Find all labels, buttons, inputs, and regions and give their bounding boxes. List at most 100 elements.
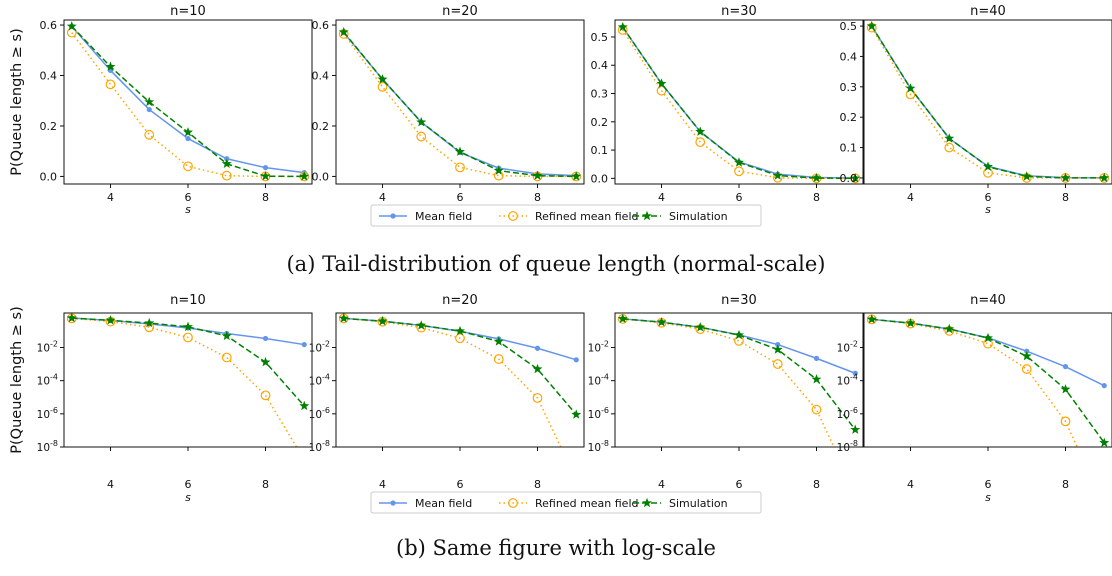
point-refined-mean-field [455,333,465,344]
point-simulation [221,330,232,341]
point-simulation [944,323,955,334]
y-tick-label: 10-6 [37,406,58,421]
point-refined-mean-field [811,404,822,415]
legend-box [370,491,762,514]
legend-label-refined-mean-field: Refined mean field [535,210,639,223]
series-line-refined-mean-field [871,27,1105,179]
series-line-simulation [622,26,856,180]
point-simulation [416,320,427,330]
point-refined-mean-field [772,359,783,369]
point-simulation [1099,172,1110,183]
legend-box [370,204,762,227]
panel-n20: n=20468s0.00.20.40.6 [312,4,585,216]
point-simulation [66,21,77,31]
point-mean-field [262,335,269,342]
point-mean-field [185,135,191,142]
legend-label-simulation: Simulation [669,210,728,223]
point-simulation [1021,350,1032,361]
point-simulation [377,74,388,84]
point-simulation [416,116,427,127]
y-tick-label: 0.1 [840,142,858,155]
legend: Mean field Refined mean field Simulation [370,491,762,514]
point-simulation [338,26,349,37]
x-tick-label: 6 [985,478,992,491]
series-line-mean-field [871,25,1105,179]
plot-frame [63,312,313,448]
plot-frame [863,19,1112,185]
y-tick-label: 0.0 [40,170,58,183]
y-tick-label: 0.0 [312,170,330,183]
series-line-refined-mean-field [71,317,298,447]
legend-marker-mean-field [390,500,396,506]
y-tick-label: 0.2 [40,120,58,133]
point-simulation [811,374,822,384]
y-tick-label: 0.4 [840,50,858,63]
y-tick-label: 0.6 [312,19,330,32]
point-simulation [105,61,116,71]
point-mean-field [301,341,307,348]
x-tick-label: 8 [262,191,269,204]
y-tick-label: 0.3 [591,88,609,101]
y-tick-label: 10-2 [837,339,858,354]
y-tick-label: 10-2 [588,339,609,354]
point-simulation [455,325,465,336]
x-tick-label: 6 [736,478,743,491]
series-line-mean-field [71,25,305,174]
y-tick-label: 0.2 [591,116,609,129]
panel-title: n=40 [970,293,1006,308]
x-tick-label: 6 [985,191,992,204]
point-refined-mean-field [734,166,744,177]
legend-marker-refined-mean-field [508,211,518,221]
legend-label-simulation: Simulation [669,497,728,510]
x-tick-label: 8 [534,191,541,204]
point-simulation [144,317,155,328]
point-simulation [656,316,667,327]
y-tick-label: 0.1 [591,144,609,157]
series-line-mean-field [622,318,856,374]
plot-frame [335,312,585,448]
legend-marker-simulation [642,210,652,221]
legend-label-mean-field: Mean field [415,497,472,510]
point-mean-field [1101,383,1107,389]
x-tick-label: 8 [262,478,269,491]
point-simulation [66,313,77,323]
series-line-refined-mean-field [622,29,856,180]
point-simulation [850,173,861,183]
legend-marker-mean-field [390,213,396,219]
point-simulation [905,83,916,93]
y-tick-label: 0.0 [591,172,609,185]
x-tick-label: 6 [457,478,464,491]
series-line-simulation [871,25,1105,179]
panel-title: n=30 [721,293,757,308]
plot-frame [863,312,1112,448]
x-axis-label: s [185,491,191,504]
y-tick-label: 10-6 [309,406,330,421]
plot-frame [63,19,313,185]
y-axis-label: P(Queue length ≥ s) [9,306,25,453]
legend-label-mean-field: Mean field [415,210,472,223]
y-tick-label: 0.5 [591,31,609,44]
y-tick-label: 10-4 [837,373,858,388]
caption-b: (b) Same figure with log-scale [396,536,716,560]
y-tick-label: 10-6 [588,406,609,421]
point-refined-mean-field [734,335,744,346]
point-simulation [772,344,783,354]
x-axis-label: s [185,203,191,216]
point-simulation [811,172,822,183]
series-line-simulation [71,25,305,178]
x-tick-label: 4 [107,191,114,204]
point-refined-mean-field [944,142,955,153]
x-tick-label: 4 [907,478,914,491]
point-simulation [571,171,582,181]
panel-n30: n=30468s10-210-410-610-8 [588,293,864,504]
point-mean-field [534,345,541,351]
point-simulation [260,356,271,367]
y-axis-label: P(Queue length ≥ s) [9,28,25,175]
point-simulation [183,127,193,137]
plot-frame [335,19,585,185]
x-tick-label: 6 [736,191,743,204]
point-refined-mean-field [221,352,232,363]
series-line-refined-mean-field [871,318,1078,447]
plot-frame [614,312,864,448]
